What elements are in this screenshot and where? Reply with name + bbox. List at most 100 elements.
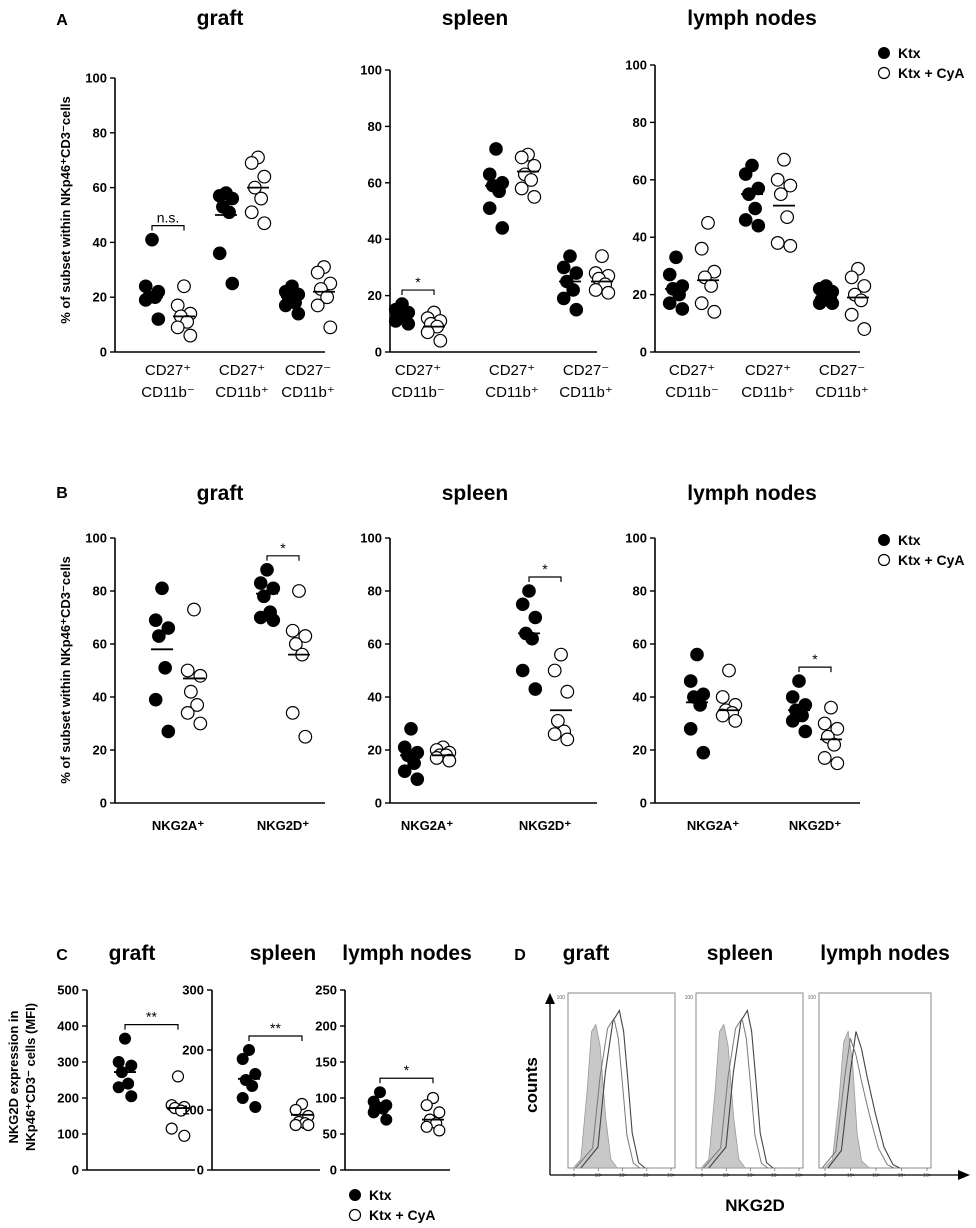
category-label: CD27⁻ — [563, 362, 609, 379]
legend-marker-ktx — [878, 534, 890, 546]
y-tick-label: 100 — [85, 531, 107, 546]
chart-c-graft: graft 0 100 200 300 400 500 ** — [57, 942, 195, 1178]
y-tick-label: 20 — [368, 288, 382, 303]
data-point-ktx — [569, 302, 584, 317]
data-point-ktx — [556, 291, 571, 306]
y-tick-label: 80 — [93, 125, 107, 140]
category-label: CD11b⁻ — [665, 384, 719, 401]
data-point-ktx-cya — [707, 304, 722, 319]
y-tick-label: 0 — [330, 1163, 337, 1178]
y-axis-label-b: % of subset within NKp46⁺CD3⁻cells — [58, 556, 73, 784]
data-point-ktx — [249, 1101, 262, 1113]
category-label: CD27⁺ — [219, 362, 265, 379]
data-point-ktx — [266, 581, 281, 596]
data-point-ktx — [566, 283, 580, 297]
category-label: CD27⁺ — [489, 362, 535, 379]
significance-bracket — [266, 555, 300, 561]
histogram-title: lymph nodes — [820, 942, 950, 965]
data-point-ktx-cya — [817, 751, 832, 765]
data-point-ktx-cya — [830, 721, 845, 736]
data-point-ktx — [492, 184, 506, 199]
y-tick-label: 60 — [633, 637, 647, 652]
histogram-xtick-label: 10² — [595, 1173, 603, 1179]
data-point-ktx-cya — [289, 1103, 302, 1117]
data-point-ktx-cya — [165, 1122, 178, 1135]
data-point-ktx-cya — [429, 751, 444, 765]
chart-title: lymph nodes — [687, 7, 817, 30]
data-point-ktx-cya — [704, 279, 719, 293]
data-point-ktx — [401, 317, 416, 331]
data-point-ktx — [161, 621, 176, 635]
category-label: NKG2D⁺ — [519, 818, 572, 833]
data-point-ktx — [138, 293, 153, 307]
data-point-ktx-cya — [830, 756, 845, 771]
data-point-ktx-cya — [777, 152, 791, 167]
data-point-ktx — [482, 201, 497, 215]
data-point-ktx — [291, 306, 306, 321]
data-point-ktx-cya — [524, 173, 539, 187]
data-point-ktx — [374, 1086, 386, 1099]
data-point-ktx-cya — [817, 716, 832, 731]
histogram-title: graft — [563, 942, 610, 965]
data-point-ktx-cya — [844, 307, 859, 322]
data-point-ktx-cya — [773, 187, 788, 202]
data-point-ktx — [253, 610, 268, 625]
y-tick-label: 80 — [633, 115, 647, 130]
category-label: CD27⁺ — [395, 362, 441, 379]
panel-label-b: B — [56, 485, 68, 502]
histogram-xtick-label: 10³ — [747, 1173, 755, 1179]
data-point-ktx — [380, 1113, 393, 1126]
y-tick-label: 100 — [182, 1103, 204, 1118]
data-point-ktx-cya — [854, 293, 869, 308]
data-point-ktx-cya — [433, 1124, 446, 1137]
data-point-ktx — [225, 276, 240, 291]
data-point-ktx — [225, 191, 240, 206]
histogram-xtick-label: 10³ — [619, 1173, 627, 1179]
significance-label: ** — [270, 1020, 281, 1036]
data-point-ktx — [785, 714, 800, 728]
data-point-ktx — [367, 1106, 380, 1119]
data-point-ktx-cya — [527, 189, 542, 204]
data-point-ktx-cya — [547, 663, 562, 678]
y-tick-label: 40 — [93, 690, 107, 705]
data-point-ktx-cya — [244, 156, 259, 170]
data-point-ktx — [260, 563, 274, 577]
chart-title: lymph nodes — [342, 942, 472, 965]
y-tick-label: 100 — [85, 71, 107, 86]
data-point-ktx-cya — [827, 737, 842, 752]
y-tick-label: 100 — [315, 1091, 337, 1106]
isotype-histogram — [572, 1023, 619, 1169]
category-label: CD27⁺ — [669, 362, 715, 379]
category-label: CD27⁺ — [745, 362, 791, 379]
data-point-ktx-cya — [180, 663, 195, 678]
y-tick-label: 150 — [315, 1055, 337, 1070]
data-point-ktx-cya — [420, 1099, 433, 1112]
significance-bracket — [151, 225, 185, 231]
data-point-ktx — [243, 1044, 255, 1056]
data-point-ktx-cya — [285, 706, 300, 720]
legend-marker-ktx-cya — [877, 66, 891, 80]
nkg2d-histogram-ktx-cya — [575, 1017, 640, 1169]
data-point-ktx-cya — [193, 668, 208, 683]
histogram-ytick-label: 100 — [808, 995, 817, 1001]
y-tick-label: 80 — [368, 584, 382, 599]
data-point-ktx-cya — [554, 647, 568, 662]
data-point-ktx-cya — [694, 241, 709, 256]
data-point-ktx — [683, 722, 698, 736]
chart-title: graft — [109, 942, 156, 965]
data-point-ktx — [266, 613, 281, 627]
data-point-ktx-cya — [292, 584, 306, 598]
y-tick-label: 0 — [640, 345, 647, 360]
category-label: NKG2A⁺ — [401, 818, 454, 833]
panel-label-c: C — [56, 947, 68, 964]
histogram-xlabel: NKG2D — [725, 1196, 785, 1215]
histogram-xtick-label: 0 — [701, 1173, 704, 1179]
data-point-ktx — [278, 298, 293, 313]
legend-label-ktx-cya: Ktx + CyA — [898, 552, 965, 568]
data-point-ktx-cya — [180, 706, 195, 720]
category-label: CD27⁺ — [145, 362, 191, 379]
y-tick-label: 300 — [182, 983, 204, 998]
data-point-ktx-cya — [170, 320, 185, 335]
data-point-ktx — [563, 249, 577, 263]
